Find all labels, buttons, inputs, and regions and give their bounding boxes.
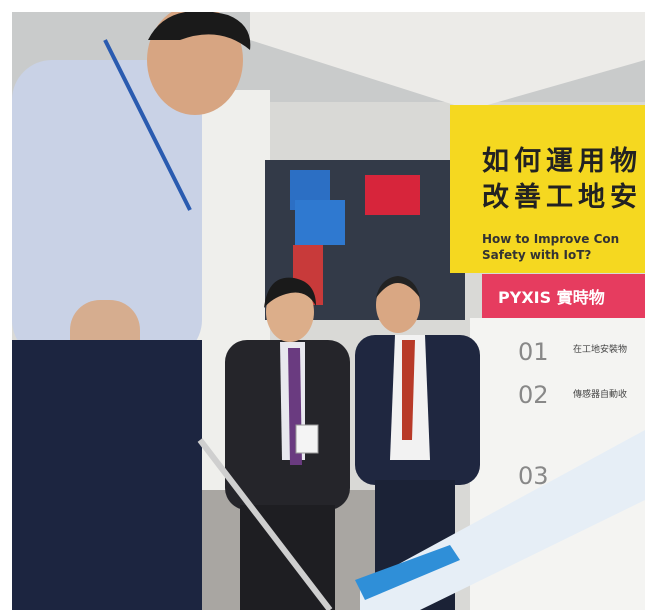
sign-yellow (450, 105, 645, 273)
rope (197, 438, 333, 610)
sign-subtitle: How to Improve Con (482, 232, 619, 246)
step-text: 傳感器自動收 (573, 388, 627, 400)
scene: 如何運用物 改善工地安 How to Improve Con Safety wi… (12, 12, 645, 610)
booth-block (295, 200, 345, 245)
head (376, 277, 420, 333)
lanyard (103, 39, 192, 211)
hair (264, 277, 316, 308)
step-number: 02 (518, 381, 549, 409)
trousers (12, 340, 202, 610)
canopy (250, 12, 645, 110)
booth-block (365, 175, 420, 215)
step-number: 01 (518, 338, 549, 366)
rail-base (355, 545, 460, 600)
sign-title: 如何運用物 (482, 146, 642, 177)
hair (148, 12, 251, 50)
sign-banner (482, 274, 645, 318)
badge (295, 424, 319, 454)
sign-title: 改善工地安 (482, 181, 642, 213)
sign-subtitle: Safety with IoT? (482, 248, 591, 262)
sign-banner-text: PYXIS 實時物 (498, 288, 605, 307)
step-text: 在工地安裝物 (573, 343, 627, 355)
tie (402, 340, 415, 440)
hair (376, 276, 420, 298)
